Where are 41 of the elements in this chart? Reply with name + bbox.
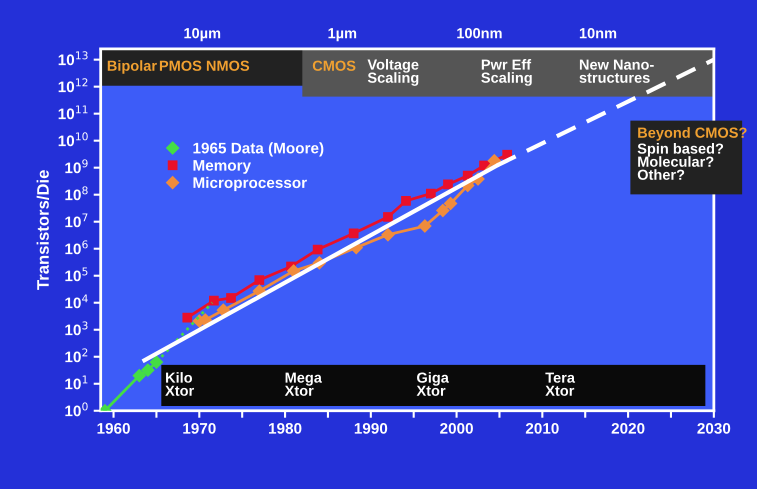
y-tick-label: 10$^{7}$: [65, 213, 88, 228]
text: 10nm: [580, 28, 616, 38]
y-tick-label: 10$^{11}$: [58, 105, 88, 120]
annotation: CMOS: [312, 60, 356, 71]
x-tick-label: 2030: [697, 422, 730, 434]
y-tick-label: 10$^{3}$: [65, 321, 88, 336]
text: 100nm: [457, 28, 502, 38]
y-tick-label: 10$^{2}$: [65, 348, 88, 362]
legend-label: 1965 Data (Moore): [193, 142, 324, 156]
text: 1µm: [328, 28, 356, 42]
annotation: Voltage Scaling: [368, 59, 419, 86]
annotation: Giga Xtor: [416, 372, 449, 396]
y-tick-label: 10$^{9}$: [65, 159, 88, 174]
y-tick-label: 10$^{0}$: [65, 402, 88, 416]
y-tick-label: 10$^{10}$: [58, 132, 88, 146]
x-tick-label: 2010: [526, 422, 559, 434]
x-tick-label: 1980: [269, 422, 302, 434]
annotation: Bipolar: [108, 60, 157, 74]
y-tick-label: 10$^{8}$: [65, 186, 88, 200]
y-tick-label: 10$^{1}$: [65, 376, 88, 390]
y-tick-label: 10$^{6}$: [65, 240, 88, 254]
x-tick-label: 1960: [98, 422, 130, 434]
annotation: Spin based? Molecular? Other?: [638, 143, 724, 180]
y-tick-label: 10$^{4}$: [65, 294, 88, 308]
x-tick-label: 1990: [354, 422, 388, 434]
legend-label: Memory: [194, 160, 251, 174]
text: 10µm: [184, 28, 220, 42]
y-tick-label: 10$^{5}$: [65, 268, 88, 282]
annotation: Mega Xtor: [284, 372, 322, 396]
x-tick-label: 1970: [183, 422, 216, 434]
annotation: Pwr Eff Scaling: [481, 59, 532, 86]
y-tick-label: 10$^{12}$: [58, 78, 88, 92]
y-tick-label: 10$^{13}$: [58, 51, 88, 66]
annotation: PMOS NMOS: [160, 60, 250, 71]
x-tick-label: 2000: [440, 422, 473, 434]
y-axis-title: Transistors/Die: [36, 170, 50, 290]
x-tick-label: 2020: [612, 422, 644, 434]
legend-label: Microprocessor: [194, 176, 307, 192]
annotation: New Nano- structures: [579, 60, 654, 83]
annotation: Tera Xtor: [545, 372, 576, 396]
annotation: Kilo Xtor: [165, 372, 194, 396]
